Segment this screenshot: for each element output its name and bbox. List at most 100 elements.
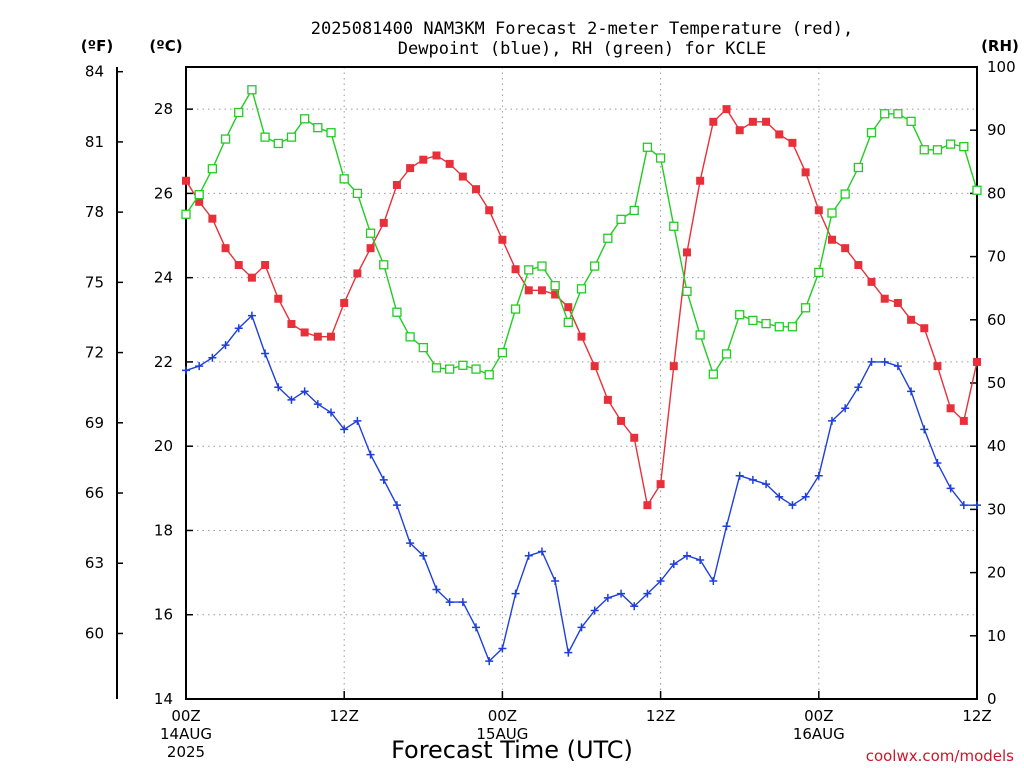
x-tick-label-line: 00Z [804,707,833,725]
celsius-tick-label: 14 [154,690,173,708]
x-tick-label: 12Z [330,707,359,725]
fahrenheit-tick-label: 69 [85,414,104,432]
temperature-point [445,159,454,168]
temperature-point [643,501,652,510]
rh-point [405,332,415,342]
rh-unit-label: (RH) [981,37,1019,55]
rh-tick-label: 20 [987,564,1006,582]
temperature-point [261,261,270,270]
celsius-tick-label: 24 [154,269,173,287]
x-tick-label: 00Z 14AUG 2025 [160,707,212,761]
chart-title-line1: 2025081400 NAM3KM Forecast 2-meter Tempe… [311,19,853,39]
temperature-point [880,294,889,303]
dewpoint-point [577,623,586,632]
rh-tick-label: 10 [987,627,1006,645]
temperature-point [577,332,586,341]
rh-point [220,134,231,144]
dewpoint-point [907,387,916,396]
rh-point [932,145,943,155]
fahrenheit-tick-label: 63 [85,554,104,572]
rh-tick-label: 100 [987,58,1016,76]
x-tick-label: 00Z 15AUG [476,707,528,743]
temperature-point [247,273,256,282]
dewpoint-point [195,362,204,371]
grid-lines [186,67,977,699]
dewpoint-point [946,484,955,493]
rh-tick-label: 30 [987,500,1006,518]
rh-tick-label: 80 [987,184,1006,202]
dewpoint-point [551,577,560,586]
fahrenheit-tick-label: 66 [85,484,104,502]
temperature-point [485,206,494,215]
celsius-tick-label: 16 [154,606,173,624]
rh-point [840,189,850,199]
dewpoint-point [458,598,467,607]
dewpoint-point [392,501,401,510]
temperature-point [762,117,771,126]
dewpoint-point [313,400,322,409]
dewpoint-point [722,522,731,531]
dewpoint-point [959,501,968,510]
dewpoint-point [287,395,296,404]
temperature-point [406,164,415,173]
temperature-point [788,138,797,147]
dewpoint-point [643,589,652,598]
rh-point [906,116,916,127]
dewpoint-point [775,492,784,501]
rh-point [207,164,218,174]
rh-point [576,284,587,294]
temperature-point [274,294,283,303]
x-tick-label: 12Z [646,707,675,725]
rh-point [959,141,969,152]
rh-point [326,128,336,138]
rh-point [550,281,560,291]
temperature-point [854,261,863,270]
temperature-point [801,168,810,177]
dewpoint-point [182,366,190,375]
temperature-point [353,269,362,278]
rh-point [299,114,310,124]
temperature-point [287,320,296,329]
temperature-point [195,197,204,206]
rh-point [945,139,956,149]
x-tick-label-line: 16AUG [793,725,845,743]
x-tick-label-line: 12Z [330,707,359,725]
temperature-point [208,214,217,223]
series-layer [181,85,982,666]
celsius-tick-label: 18 [154,521,173,539]
dewpoint-point [827,416,836,425]
dewpoint-point [379,475,388,484]
x-tick-label-line: 15AUG [476,725,528,743]
temperature-point [221,244,230,253]
dewpoint-point [300,387,309,396]
temperature-point [603,395,612,404]
x-tick-label: 00Z 16AUG [793,707,845,743]
rh-point [194,190,204,200]
fahrenheit-tick-label: 81 [85,133,104,151]
rh-point [537,261,547,271]
temperature-point [735,126,744,135]
celsius-tick-label: 22 [154,353,173,371]
temperature-point [590,362,599,371]
rh-point [181,209,191,219]
dewpoint-point [801,492,810,501]
temperature-point [656,480,665,489]
x-tick-label-line: 12Z [962,707,991,725]
temperature-point [722,105,731,114]
rh-point [286,132,297,142]
celsius-tick-label: 20 [154,437,173,455]
dewpoint-point [419,551,428,560]
celsius-tick-label: 26 [154,184,173,202]
temperature-point [867,277,876,286]
dewpoint-point [406,539,415,548]
rh-point [880,109,890,119]
fahrenheit-tick-label: 84 [85,63,104,81]
temperature-point [366,244,375,253]
x-tick-label-line: 2025 [167,743,205,761]
dewpoint-point [498,644,507,653]
temperature-point [893,298,902,307]
rh-point [774,322,784,332]
temperature-point [300,328,309,337]
rh-tick-label: 40 [987,437,1006,455]
dewpoint-point [933,459,942,468]
